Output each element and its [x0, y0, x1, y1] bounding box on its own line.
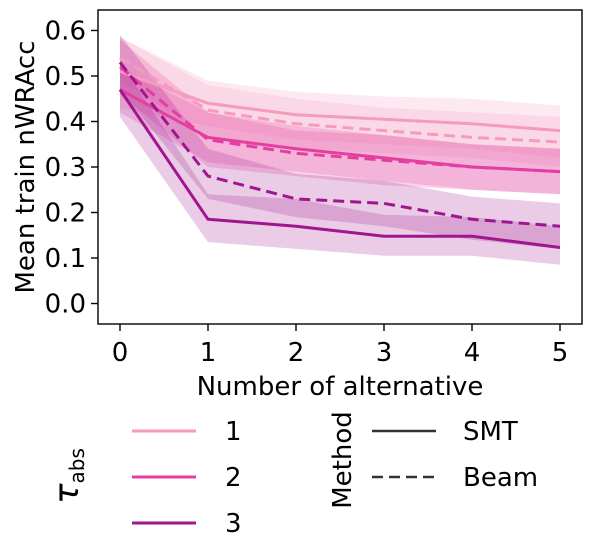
legend-style-entries: SMT Beam — [372, 417, 538, 493]
y-axis-title: Mean train nWRAcc — [11, 40, 41, 293]
x-tick-label: 5 — [552, 338, 569, 368]
x-tick-label: 0 — [112, 338, 129, 368]
legend-label-beam: Beam — [463, 463, 538, 493]
x-tick-label: 2 — [288, 338, 305, 368]
legend-label-tau-1: 1 — [225, 417, 242, 447]
confidence-bands — [120, 35, 560, 265]
y-axis-ticks: 0.0 0.1 0.2 0.3 0.4 0.5 0.6 — [45, 16, 98, 320]
x-tick-label: 3 — [376, 338, 393, 368]
band-tau2-beam — [120, 39, 560, 195]
line-tau1-smt — [119, 69, 561, 133]
band-tau3-beam — [120, 35, 560, 249]
band-tau2-smt — [120, 66, 560, 195]
y-tick-label: 0.1 — [45, 244, 86, 274]
y-tick-label: 0.3 — [45, 153, 86, 183]
line-tau3-smt — [118, 88, 561, 249]
y-tick-label: 0.5 — [45, 62, 86, 92]
x-axis-title: Number of alternative — [197, 372, 484, 402]
legend-label-smt: SMT — [463, 417, 518, 447]
legend-label-tau-3: 3 — [225, 509, 242, 536]
band-tau3-smt — [120, 62, 560, 265]
y-tick-label: 0.2 — [45, 199, 86, 229]
legend: τabs 1 2 3 Method SMT Beam — [47, 411, 538, 536]
y-tick-label: 0.4 — [45, 107, 86, 137]
y-tick-label: 0.0 — [45, 290, 86, 320]
line-tau3-beam — [118, 61, 561, 228]
x-tick-label: 1 — [200, 338, 217, 368]
y-tick-label: 0.6 — [45, 16, 86, 46]
legend-hue-entries: 1 2 3 — [132, 417, 242, 536]
series-lines — [118, 56, 561, 249]
legend-style-title: Method — [328, 411, 358, 509]
x-tick-label: 4 — [464, 338, 481, 368]
line-tau2-beam — [119, 65, 561, 174]
legend-hue-title: τabs — [47, 448, 89, 504]
line-tau1-beam — [119, 56, 561, 144]
band-tau1-smt — [120, 37, 560, 158]
x-axis-ticks: 0 1 2 3 4 5 — [112, 324, 569, 368]
legend-label-tau-2: 2 — [225, 463, 242, 493]
